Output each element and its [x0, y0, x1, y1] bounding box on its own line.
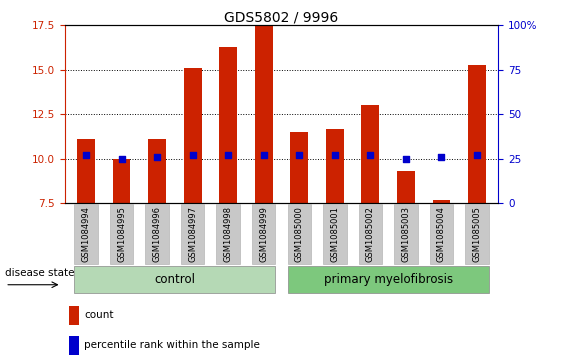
FancyBboxPatch shape [110, 204, 133, 264]
Bar [326, 129, 343, 203]
FancyBboxPatch shape [216, 204, 240, 264]
Text: disease state: disease state [5, 268, 75, 278]
Text: GSM1084995: GSM1084995 [117, 206, 126, 262]
Point [82, 152, 91, 158]
FancyBboxPatch shape [288, 204, 311, 264]
FancyBboxPatch shape [465, 204, 489, 264]
Point [295, 152, 304, 158]
Text: GSM1085000: GSM1085000 [295, 206, 304, 262]
FancyBboxPatch shape [252, 204, 275, 264]
FancyBboxPatch shape [394, 204, 418, 264]
FancyBboxPatch shape [181, 204, 204, 264]
Text: count: count [84, 310, 114, 320]
Text: control: control [154, 273, 195, 286]
Bar [184, 68, 202, 203]
Text: percentile rank within the sample: percentile rank within the sample [84, 340, 260, 350]
Text: primary myelofibrosis: primary myelofibrosis [324, 273, 453, 286]
Bar [361, 105, 379, 203]
Text: GSM1084996: GSM1084996 [153, 206, 162, 262]
Text: GSM1085002: GSM1085002 [366, 206, 375, 262]
Bar [220, 47, 237, 203]
Text: GSM1084997: GSM1084997 [188, 206, 197, 262]
FancyBboxPatch shape [74, 266, 275, 293]
Bar [468, 65, 486, 203]
Title: GDS5802 / 9996: GDS5802 / 9996 [225, 10, 338, 24]
Point [117, 156, 126, 162]
FancyBboxPatch shape [430, 204, 453, 264]
Text: GSM1085005: GSM1085005 [472, 206, 481, 262]
Text: GSM1084999: GSM1084999 [259, 206, 268, 262]
Bar [69, 335, 79, 355]
Point [437, 154, 446, 160]
Point [259, 152, 268, 158]
Bar [148, 139, 166, 203]
Point [472, 152, 481, 158]
Bar [113, 159, 131, 203]
FancyBboxPatch shape [323, 204, 347, 264]
Point [401, 156, 410, 162]
Text: GSM1084994: GSM1084994 [82, 206, 91, 262]
Point [188, 152, 197, 158]
Bar [69, 306, 79, 325]
Text: GSM1085004: GSM1085004 [437, 206, 446, 262]
FancyBboxPatch shape [74, 204, 98, 264]
Bar [397, 171, 415, 203]
FancyBboxPatch shape [145, 204, 169, 264]
FancyBboxPatch shape [359, 204, 382, 264]
Bar [255, 25, 272, 203]
Text: GSM1085003: GSM1085003 [401, 206, 410, 262]
Point [330, 152, 339, 158]
Point [153, 154, 162, 160]
FancyBboxPatch shape [288, 266, 489, 293]
Text: GSM1084998: GSM1084998 [224, 206, 233, 262]
Point [224, 152, 233, 158]
Bar [291, 132, 308, 203]
Bar [432, 200, 450, 203]
Point [366, 152, 375, 158]
Text: GSM1085001: GSM1085001 [330, 206, 339, 262]
Bar [77, 139, 95, 203]
